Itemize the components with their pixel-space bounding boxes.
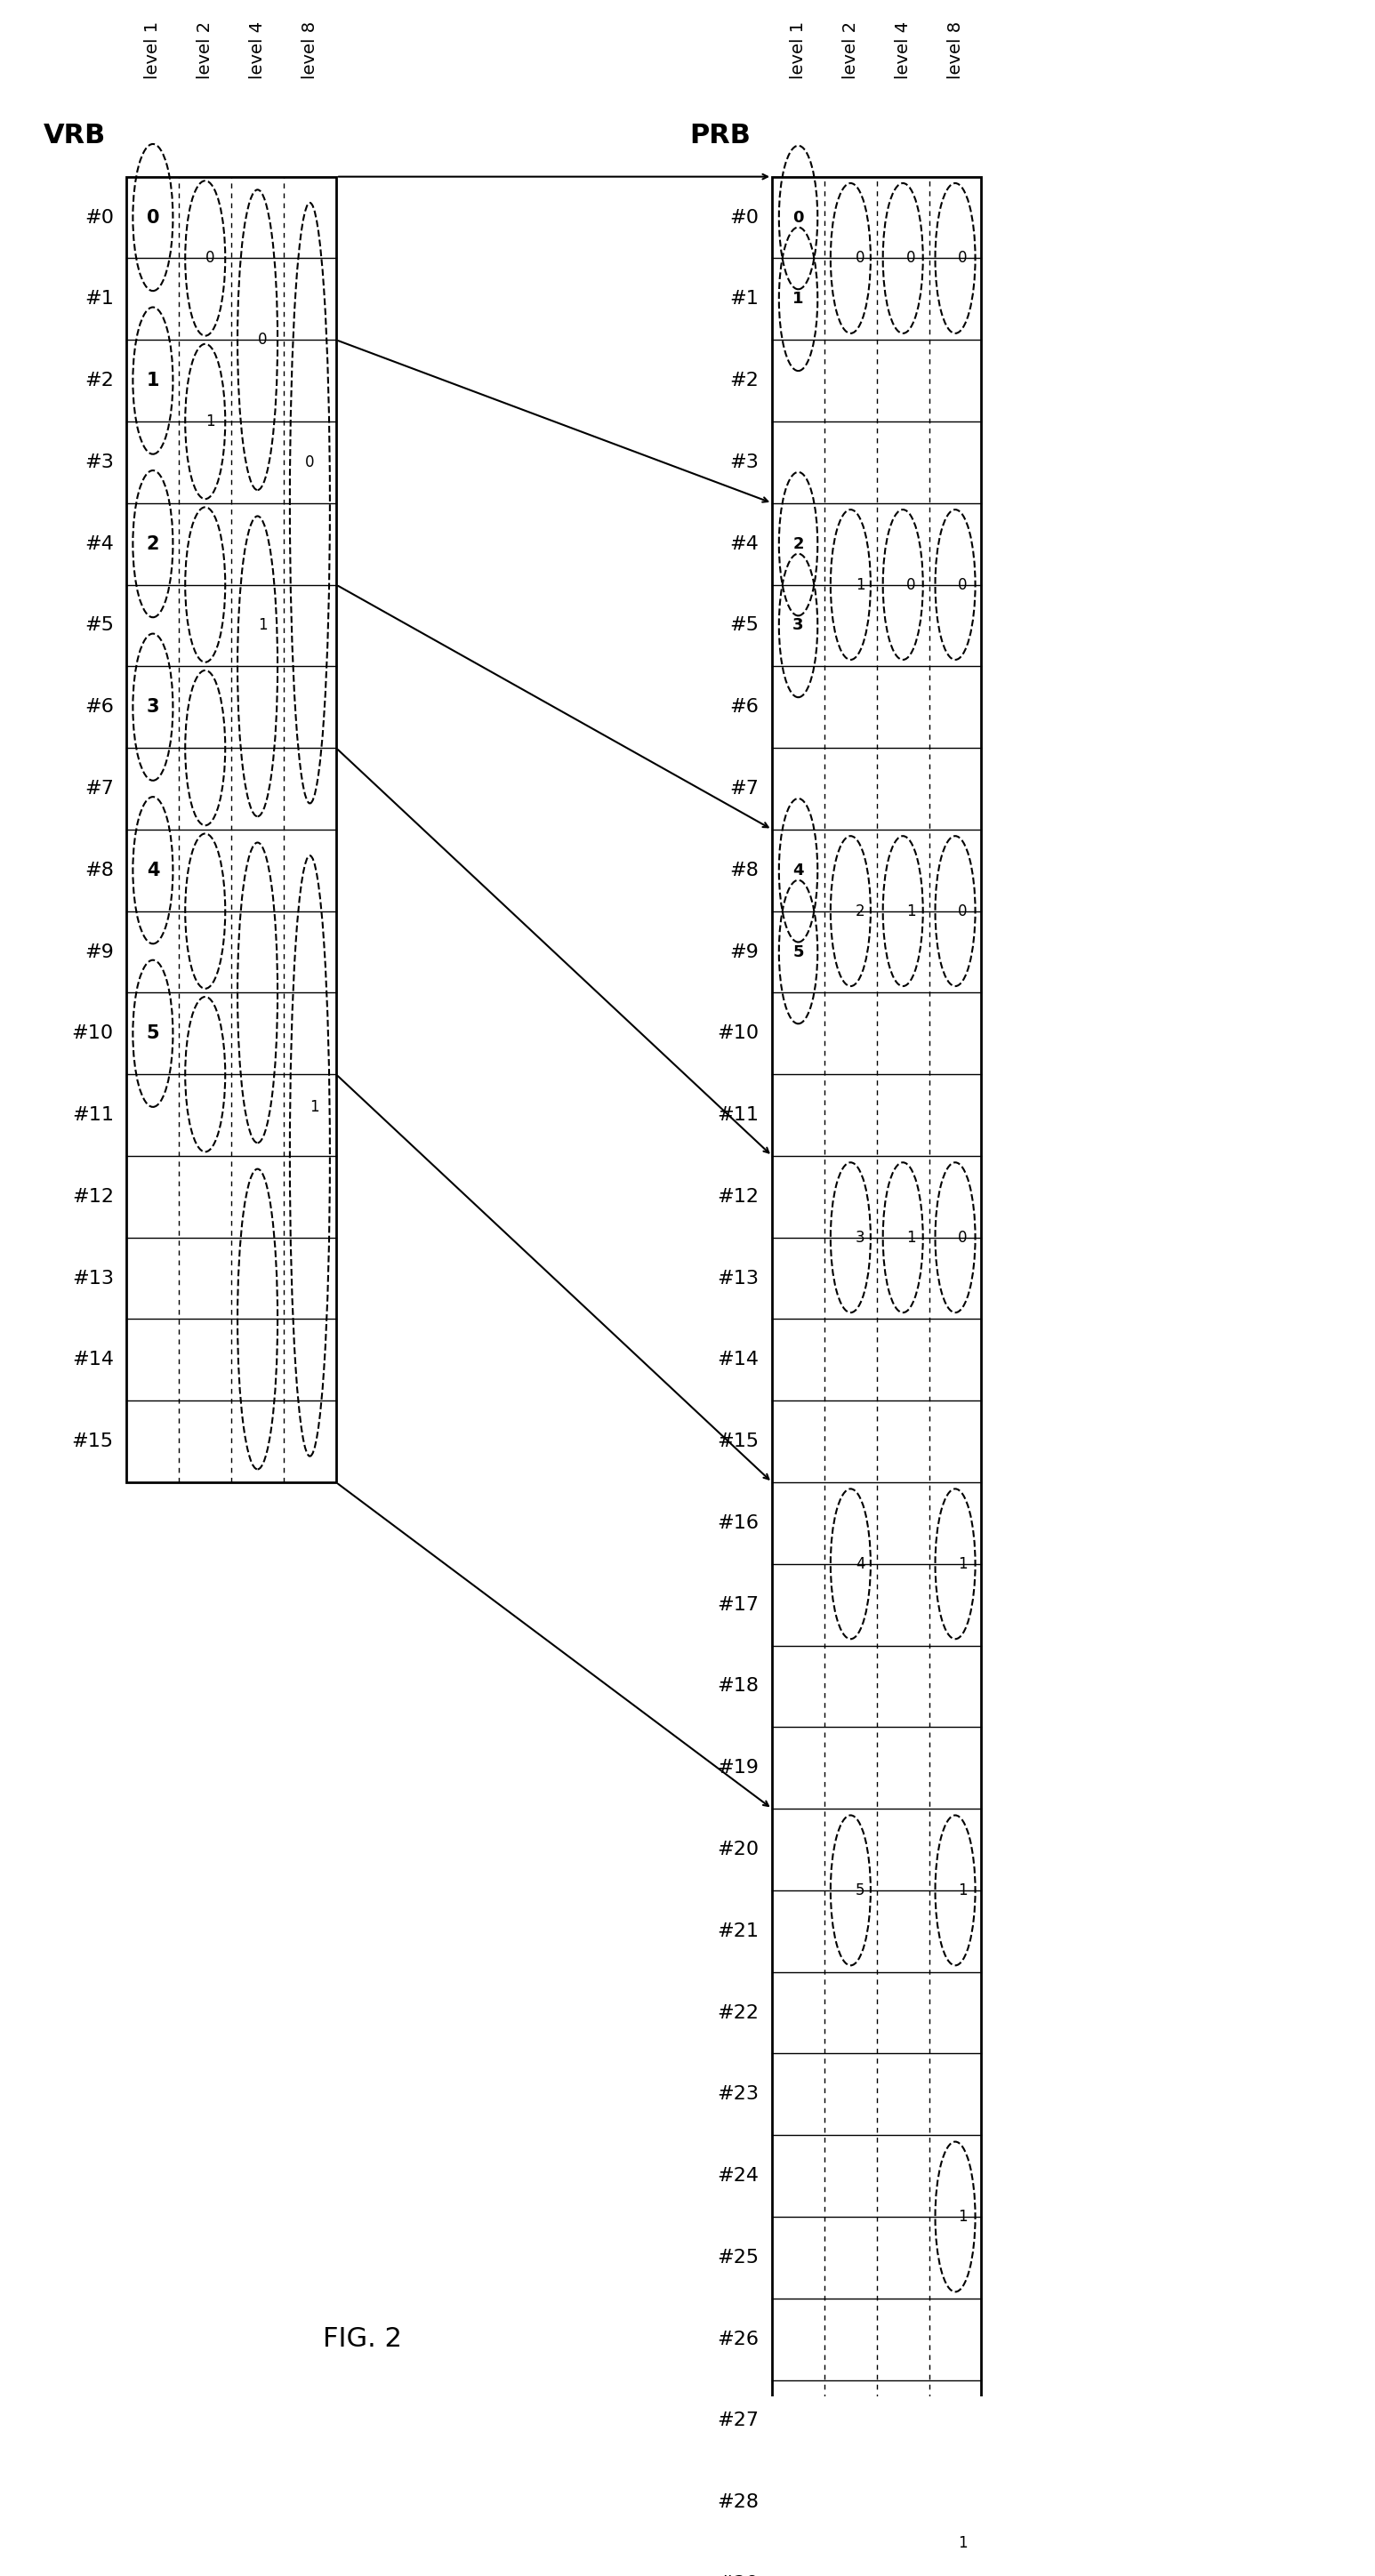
Text: #14: #14	[72, 1350, 114, 1368]
Text: #1: #1	[84, 291, 114, 309]
Text: #9: #9	[84, 943, 114, 961]
Text: 1: 1	[958, 2535, 967, 2550]
Text: 1: 1	[258, 618, 268, 634]
Text: 1: 1	[958, 1883, 967, 1899]
Text: #11: #11	[718, 1105, 759, 1123]
Text: #5: #5	[730, 616, 759, 634]
Text: #28: #28	[718, 2494, 759, 2512]
Text: #20: #20	[718, 1842, 759, 1857]
Text: 0: 0	[855, 250, 865, 265]
Text: 1: 1	[309, 1100, 319, 1115]
Text: #21: #21	[718, 1922, 759, 1940]
Text: 3: 3	[855, 1229, 865, 1247]
Text: #7: #7	[730, 781, 759, 799]
Text: 1: 1	[906, 1229, 916, 1247]
Text: level 2: level 2	[197, 21, 213, 80]
Text: level 8: level 8	[301, 21, 319, 80]
Text: #5: #5	[84, 616, 114, 634]
Text: 0: 0	[958, 1229, 967, 1247]
Text: 5: 5	[146, 1025, 160, 1043]
Text: 1: 1	[206, 415, 214, 430]
Text: #14: #14	[718, 1350, 759, 1368]
Text: #2: #2	[84, 371, 114, 389]
Text: #13: #13	[718, 1270, 759, 1288]
Text: level 4: level 4	[895, 21, 912, 80]
Text: 0: 0	[258, 332, 268, 348]
Text: level 4: level 4	[249, 21, 265, 80]
Text: 0: 0	[305, 453, 315, 471]
Text: #10: #10	[718, 1025, 759, 1043]
Text: #10: #10	[72, 1025, 114, 1043]
Text: #8: #8	[84, 860, 114, 878]
Text: #12: #12	[718, 1188, 759, 1206]
Text: #4: #4	[730, 536, 759, 554]
Text: 5: 5	[793, 943, 804, 961]
Text: #22: #22	[718, 2004, 759, 2022]
Text: 1: 1	[793, 291, 804, 307]
Text: #7: #7	[84, 781, 114, 799]
Text: #4: #4	[84, 536, 114, 554]
Bar	[773, 178, 982, 2576]
Text: #11: #11	[72, 1105, 114, 1123]
Text: #27: #27	[718, 2411, 759, 2429]
Text: 3: 3	[146, 698, 160, 716]
Text: 2: 2	[793, 536, 804, 551]
Text: 1: 1	[906, 904, 916, 920]
Text: 4: 4	[146, 860, 160, 878]
Text: #9: #9	[730, 943, 759, 961]
Text: 2: 2	[146, 536, 160, 554]
Text: #3: #3	[730, 453, 759, 471]
Text: 5: 5	[855, 1883, 865, 1899]
Text: #16: #16	[718, 1515, 759, 1533]
Text: 4: 4	[793, 863, 804, 878]
Text: VRB: VRB	[43, 124, 106, 149]
Text: #15: #15	[718, 1432, 759, 1450]
Text: 4: 4	[855, 1556, 865, 1571]
Text: #23: #23	[718, 2087, 759, 2102]
Text: #26: #26	[718, 2331, 759, 2349]
Text: #18: #18	[718, 1677, 759, 1695]
Text: 0: 0	[958, 577, 967, 592]
Text: #0: #0	[84, 209, 114, 227]
Text: #6: #6	[84, 698, 114, 716]
Text: #2: #2	[730, 371, 759, 389]
Text: 1: 1	[958, 2208, 967, 2226]
Text: 3: 3	[793, 618, 804, 634]
Text: 0: 0	[906, 250, 916, 265]
Text: #12: #12	[72, 1188, 114, 1206]
Text: #6: #6	[730, 698, 759, 716]
Text: 2: 2	[855, 904, 865, 920]
Text: #25: #25	[718, 2249, 759, 2267]
Text: #3: #3	[84, 453, 114, 471]
Text: #1: #1	[730, 291, 759, 309]
Bar	[126, 178, 336, 1481]
Text: FIG. 2: FIG. 2	[323, 2326, 402, 2352]
Text: 0: 0	[958, 904, 967, 920]
Text: 1: 1	[958, 1556, 967, 1571]
Text: #24: #24	[718, 2166, 759, 2184]
Text: 0: 0	[206, 250, 214, 265]
Text: 1: 1	[146, 371, 160, 389]
Text: PRB: PRB	[689, 124, 751, 149]
Text: #17: #17	[718, 1597, 759, 1613]
Text: level 1: level 1	[789, 21, 807, 80]
Text: #15: #15	[72, 1432, 114, 1450]
Text: level 8: level 8	[947, 21, 964, 80]
Text: level 1: level 1	[144, 21, 161, 80]
Text: #13: #13	[72, 1270, 114, 1288]
Text: 0: 0	[146, 209, 160, 227]
Text: 0: 0	[793, 209, 804, 227]
Text: #19: #19	[718, 1759, 759, 1777]
Text: #8: #8	[730, 860, 759, 878]
Text: #0: #0	[730, 209, 759, 227]
Text: level 2: level 2	[841, 21, 859, 80]
Text: 0: 0	[958, 250, 967, 265]
Text: 0: 0	[906, 577, 916, 592]
Text: 1: 1	[855, 577, 865, 592]
